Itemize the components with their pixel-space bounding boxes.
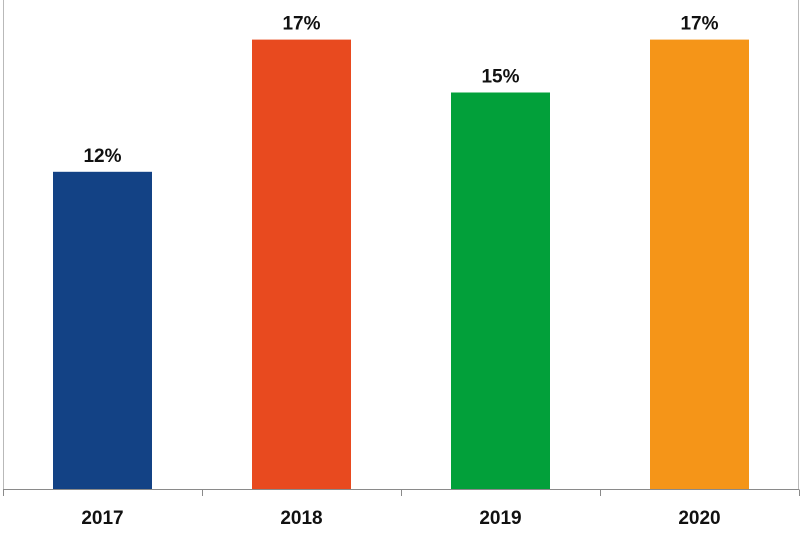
data-labels-group: 12% 17% 15% 17%: [83, 14, 718, 167]
data-label-2019: 15%: [481, 67, 519, 88]
x-tick-label-2020: 2020: [678, 508, 720, 529]
bar-2020: [650, 39, 749, 489]
x-axis-ticks-group: [3, 489, 800, 496]
bar-2019: [451, 92, 550, 489]
bar-2017: [53, 171, 152, 490]
x-tick-label-2018: 2018: [280, 508, 322, 529]
bars-group: [53, 39, 749, 490]
data-label-2017: 12%: [83, 146, 121, 167]
x-tick-label-2017: 2017: [81, 508, 123, 529]
data-label-2020: 17%: [680, 14, 718, 35]
x-tick-label-2019: 2019: [479, 508, 521, 529]
bar-2018: [252, 39, 351, 489]
data-label-2018: 17%: [282, 14, 320, 35]
x-axis-tick-labels-group: 2017 2018 2019 2020: [81, 508, 720, 529]
